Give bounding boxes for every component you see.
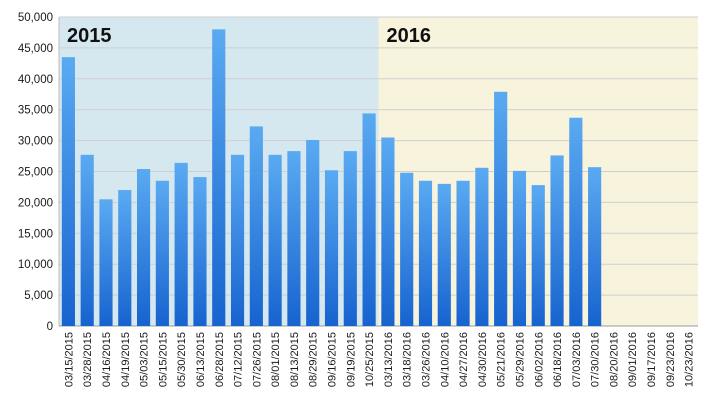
x-tick-label: 08/13/2015 — [289, 332, 301, 387]
period-label-2015: 2015 — [67, 25, 112, 47]
x-tick-label: 05/03/2015 — [139, 332, 151, 387]
period-label-2016: 2016 — [387, 25, 432, 47]
y-tick-label: 10,000 — [18, 259, 53, 271]
bar-08/29/2015 — [306, 139, 320, 326]
y-tick-label: 20,000 — [18, 197, 53, 209]
bar-09/16/2015 — [324, 170, 339, 326]
bar-06/02/2016 — [531, 185, 545, 326]
x-tick-label: 09/23/2016 — [665, 332, 677, 387]
bar-04/16/2015 — [99, 199, 113, 326]
x-tick-label: 10/23/2016 — [684, 332, 696, 387]
x-tick-label: 04/27/2016 — [458, 332, 470, 387]
x-tick-label: 08/01/2015 — [270, 332, 282, 387]
x-tick-label: 03/28/2015 — [82, 332, 94, 387]
bar-07/30/2016 — [588, 167, 602, 326]
x-tick-label: 09/17/2016 — [646, 332, 658, 387]
bar-07/03/2016 — [569, 117, 583, 326]
x-tick-label: 06/18/2016 — [552, 332, 564, 387]
period-labels: 2015 2016 — [67, 25, 431, 47]
x-tick-label: 03/18/2016 — [402, 332, 414, 387]
bar-04/10/2016 — [437, 183, 451, 326]
bar-06/28/2015 — [212, 29, 226, 327]
bar-06/13/2015 — [193, 177, 207, 326]
x-tick-label: 06/13/2015 — [195, 332, 207, 387]
bar-05/29/2016 — [512, 170, 527, 326]
x-tick-label: 08/29/2015 — [308, 332, 320, 387]
y-tick-label: 15,000 — [18, 228, 53, 240]
x-tick-label: 05/21/2016 — [496, 332, 508, 387]
bar-10/25/2015 — [362, 113, 376, 327]
x-tick-label: 04/16/2015 — [101, 332, 113, 387]
bar-05/15/2015 — [155, 180, 169, 326]
y-tick-label: 45,000 — [18, 43, 53, 55]
bar-04/30/2016 — [475, 167, 489, 326]
x-tick-label: 03/15/2015 — [63, 332, 75, 387]
x-tick-label: 09/19/2015 — [345, 332, 357, 387]
bar-05/21/2016 — [494, 91, 508, 326]
y-tick-label: 40,000 — [18, 74, 53, 86]
y-tick-label: 0 — [47, 321, 53, 333]
bar-09/19/2015 — [343, 151, 357, 326]
bar-08/01/2015 — [268, 154, 282, 326]
bar-03/13/2016 — [381, 137, 395, 326]
x-tick-label: 06/28/2015 — [214, 332, 226, 387]
y-axis-ticks: 0 5,000 10,000 15,000 20,000 25,000 30,000 35,0… — [18, 12, 53, 333]
y-tick-label: 30,000 — [18, 136, 53, 148]
y-tick-label: 50,000 — [18, 12, 53, 24]
bar-03/18/2016 — [400, 172, 414, 326]
bars — [61, 29, 602, 327]
x-tick-label: 09/01/2016 — [627, 332, 639, 387]
y-tick-label: 25,000 — [18, 167, 53, 179]
y-tick-label: 5,000 — [24, 290, 53, 302]
x-tick-label: 06/02/2016 — [533, 332, 545, 387]
bar-05/03/2015 — [136, 169, 151, 326]
x-tick-label: 04/30/2016 — [477, 332, 489, 387]
x-tick-label: 05/30/2015 — [176, 332, 188, 387]
bar-03/28/2015 — [80, 154, 94, 326]
x-tick-label: 04/10/2016 — [439, 332, 451, 387]
x-tick-label: 07/30/2016 — [590, 332, 602, 387]
x-tick-label: 03/26/2016 — [420, 332, 432, 387]
bar-07/12/2015 — [230, 154, 245, 326]
x-tick-label: 10/25/2015 — [364, 332, 376, 387]
bar-08/13/2015 — [287, 151, 301, 326]
x-tick-label: 04/19/2015 — [120, 332, 132, 387]
bar-03/26/2016 — [418, 180, 433, 326]
x-axis-ticks: 03/15/2015 03/28/2015 04/16/2015 04/19/2015… — [63, 332, 695, 387]
bar-05/30/2015 — [174, 162, 188, 326]
bar-07/26/2015 — [249, 126, 263, 326]
bar-04/19/2015 — [118, 190, 132, 326]
x-tick-label: 07/03/2016 — [571, 332, 583, 387]
bar-03/15/2015 — [61, 57, 75, 327]
y-tick-label: 35,000 — [18, 105, 53, 117]
x-tick-label: 05/29/2016 — [514, 332, 526, 387]
x-tick-label: 03/13/2016 — [383, 332, 395, 387]
x-tick-label: 07/12/2015 — [233, 332, 245, 387]
x-tick-label: 05/15/2015 — [157, 332, 169, 387]
bar-06/18/2016 — [550, 155, 564, 326]
x-tick-label: 07/26/2015 — [251, 332, 263, 387]
x-tick-label: 08/20/2016 — [608, 332, 620, 387]
x-tick-label: 09/16/2015 — [327, 332, 339, 387]
bar-04/27/2016 — [456, 180, 470, 326]
